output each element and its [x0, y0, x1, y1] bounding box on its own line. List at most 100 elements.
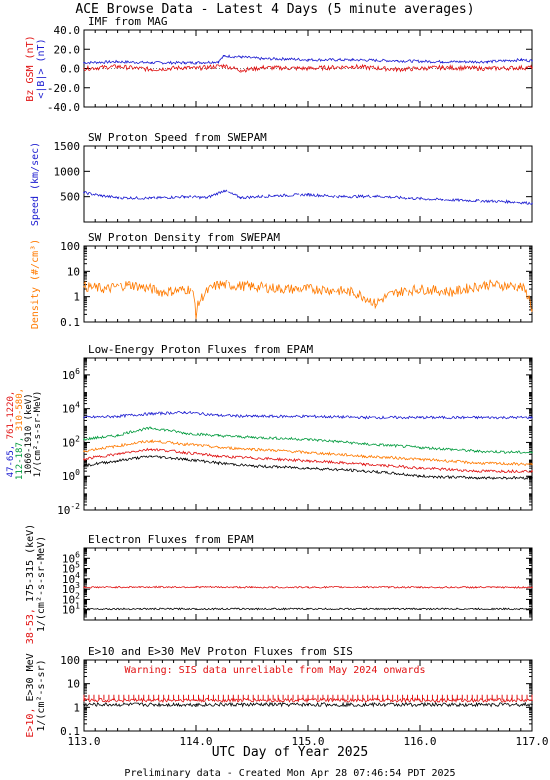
series-line: [83, 410, 533, 420]
panel-title: IMF from MAG: [88, 15, 167, 28]
series-line: [83, 63, 533, 73]
y-axis-label: 1/(cm²-s-sr-MeV): [33, 391, 43, 478]
y-tick-label: 20.0: [54, 43, 81, 56]
y-tick-label: 102: [62, 434, 80, 449]
y-axis-label-part: Speed (km/sec): [30, 142, 41, 226]
y-tick-label: 100: [62, 468, 80, 483]
y-tick-label: 106: [62, 550, 80, 565]
y-tick-label: 0.1: [60, 316, 80, 329]
data-point: [419, 288, 421, 290]
series-<|B|>: [83, 54, 533, 65]
y-axis-label: <|B|> (nT): [36, 38, 47, 98]
y-tick-label: 106: [62, 367, 80, 382]
series-Bz GSM: [83, 63, 533, 73]
y-axis-label-part: 112-187,: [15, 437, 25, 480]
footer: Preliminary data - Created Mon Apr 28 07…: [124, 768, 455, 779]
x-tick-label: 116.0: [403, 735, 436, 748]
series-line: [83, 189, 533, 205]
y-axis-label-part: 38-53,: [25, 608, 36, 644]
panels: IMF from MAG 40.0 20.0 0.0 -20.0 -40.0<|B|> (…: [6, 15, 549, 748]
x-tick-label: 113.0: [67, 735, 100, 748]
y-axis-label-part: <|B|> (nT): [36, 38, 47, 98]
y-tick-label: 10: [67, 265, 80, 278]
series-line: [83, 426, 533, 454]
data-point: [105, 288, 108, 290]
series-175-315: [83, 607, 533, 611]
y-axis-label-part: Density (#/cm³): [30, 239, 41, 329]
panel-title: SW Proton Density from SWEPAM: [88, 231, 280, 244]
y-tick-label: -20.0: [47, 82, 80, 95]
y-axis-label: Speed (km/sec): [30, 142, 41, 226]
data-point: [240, 69, 242, 72]
series-112-187: [83, 426, 533, 454]
y-tick-label: 1000: [54, 165, 81, 178]
y-tick-label: 0.0: [60, 63, 80, 76]
y-tick-label: 104: [62, 571, 80, 586]
panel-6: E>10 and E>30 MeV Proton Fluxes from SIS…: [25, 645, 549, 748]
y-tick-label: 10: [67, 678, 80, 691]
data-point: [189, 288, 192, 290]
panel-title: Electron Fluxes from EPAM: [88, 533, 254, 546]
y-axis-label: 47-65, 761-1220,: [6, 391, 16, 478]
y-axis-label: 1/(cm²-s-sr-MeV): [36, 536, 47, 632]
y-tick-label: 1: [73, 701, 80, 714]
series-Speed: [83, 189, 533, 205]
y-axis-label: E>10, E>30 MeV: [25, 653, 36, 737]
panel-5: Electron Fluxes from EPAM 106105104103102…: [25, 524, 533, 644]
series-310-580: [83, 438, 533, 466]
y-tick-label: 101: [62, 602, 80, 617]
panel-3: SW Proton Density from SWEPAM 100 10 1 0.1 De…: [30, 231, 533, 329]
y-tick-label: 1: [73, 291, 80, 304]
series-line: [83, 607, 533, 611]
x-axis-label: UTC Day of Year 2025: [212, 745, 369, 760]
y-tick-label: 103: [62, 581, 80, 596]
series-1060-1910: [83, 455, 533, 480]
y-axis-label: 38-53, 175-315 (keV): [25, 524, 36, 644]
panel-frame: [83, 245, 533, 323]
y-axis-label-part: 1/(cm²-s-sr-MeV): [33, 391, 43, 478]
y-tick-label: 102: [62, 591, 80, 606]
x-tick-label: 117.0: [515, 735, 548, 748]
series-E>10: [83, 694, 533, 704]
y-tick-label: 100: [60, 240, 80, 253]
y-tick-label: 104: [62, 401, 80, 416]
x-tick-label: 114.0: [179, 735, 212, 748]
series-47-65: [83, 410, 533, 420]
y-tick-label: 10-2: [57, 502, 80, 517]
y-axis-label-part: 761-1220,: [6, 391, 16, 445]
data-point: [128, 283, 130, 286]
panel-title: SW Proton Speed from SWEPAM: [88, 131, 267, 144]
data-point: [531, 202, 533, 205]
series-line: [83, 455, 533, 480]
y-axis-label-part: 1/(cm²-s-sr-MeV): [36, 536, 47, 632]
panel-title: Low-Energy Proton Fluxes from EPAM: [88, 343, 314, 356]
series-line: [83, 438, 533, 466]
series-38-53: [83, 585, 533, 589]
series-761-1220: [83, 447, 533, 474]
panel-title: E>10 and E>30 MeV Proton Fluxes from SIS: [88, 645, 353, 658]
y-axis-label-part: Bz GSM (nT): [25, 35, 36, 101]
y-tick-label: 105: [62, 561, 80, 576]
y-axis-label: Bz GSM (nT): [25, 35, 36, 101]
y-tick-label: 1500: [54, 140, 81, 153]
y-axis-label: 1060-1910 (keV): [24, 393, 34, 474]
panel-2: SW Proton Speed from SWEPAM 500 1000 1500 Sp…: [30, 131, 533, 226]
y-axis-label-part: 1060-1910 (keV): [24, 393, 34, 474]
y-axis-label: Density (#/cm³): [30, 239, 41, 329]
panel-frame: [83, 145, 533, 223]
series-line: [83, 701, 533, 708]
data-point: [184, 443, 186, 445]
y-tick-label: 100: [60, 654, 80, 667]
data-point: [83, 67, 85, 70]
y-axis-label-part: 47-65,: [6, 445, 16, 478]
y-axis-label-part: 1/(cm²-s-sr): [36, 659, 47, 731]
panel-4: Low-Energy Proton Fluxes from EPAM 106 104…: [6, 343, 533, 517]
series-Density: [83, 279, 533, 320]
data-point: [83, 285, 85, 288]
x-tick-label: 115.0: [291, 735, 324, 748]
y-axis-label-part: 175-315 (keV): [25, 524, 36, 608]
y-tick-label: 0.1: [60, 725, 80, 738]
y-axis-label-part: E>10,: [25, 708, 36, 738]
y-axis-label-part: 310-580,: [15, 388, 25, 437]
